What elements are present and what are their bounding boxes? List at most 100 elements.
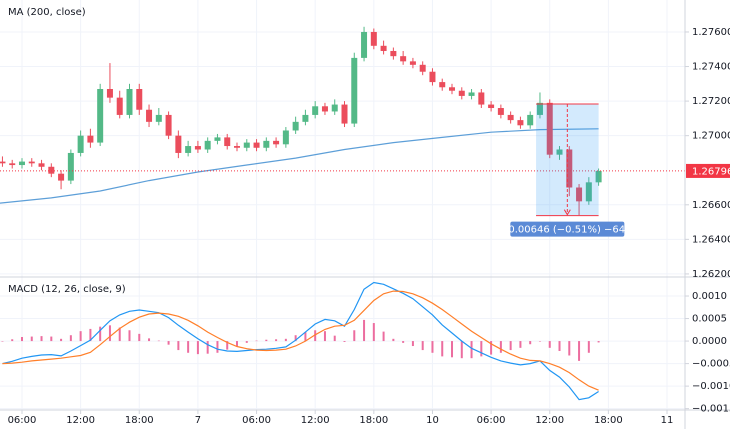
candle-body — [126, 89, 133, 115]
candle-body — [48, 166, 55, 174]
candle-body — [224, 137, 231, 147]
x-tick-label: 18:00 — [594, 415, 623, 426]
histogram-bar — [402, 341, 405, 343]
main-legend: MA (200, close) — [8, 7, 86, 18]
histogram-bar — [294, 335, 297, 342]
x-tick-label: 12:00 — [535, 415, 564, 426]
x-tick-label: 12:00 — [66, 415, 95, 426]
histogram-bar — [460, 341, 463, 359]
y-tick-label: 1.27200 — [692, 96, 730, 107]
histogram-bar — [1, 341, 4, 342]
candle-body — [18, 161, 25, 166]
x-tick-label: 12:00 — [301, 415, 330, 426]
x-tick-label: 06:00 — [242, 415, 271, 426]
candle-body — [282, 130, 289, 145]
x-tick-label: 18:00 — [125, 415, 154, 426]
y-tick-label: 1.26200 — [692, 269, 730, 280]
histogram-bar — [128, 330, 131, 342]
candle-body — [106, 89, 113, 98]
x-tick-label: 7 — [195, 415, 201, 426]
candle-body — [302, 114, 309, 122]
candle-body — [458, 90, 465, 96]
histogram-bar — [470, 341, 473, 359]
histogram-bar — [451, 341, 454, 358]
histogram-bar — [235, 341, 238, 347]
histogram-bar — [441, 341, 444, 357]
candle-body — [400, 56, 407, 62]
y-tick-label: 0.0000 — [692, 336, 727, 347]
histogram-bar — [275, 339, 278, 342]
histogram-bar — [60, 338, 63, 342]
histogram-bar — [480, 341, 483, 357]
candle-body — [536, 102, 543, 115]
y-tick-label: −0.0010 — [692, 381, 730, 392]
histogram-bar — [40, 336, 43, 342]
candle-body — [116, 97, 123, 115]
axis-labels: 1.27600 1.27400 1.27200 1.27000 1.26600 1.264… — [8, 27, 730, 426]
macd-line — [2, 290, 599, 391]
histogram-bar — [548, 341, 551, 348]
x-tick-label: 18:00 — [359, 415, 388, 426]
histogram-bar — [558, 341, 561, 351]
histogram-bar — [206, 341, 209, 354]
histogram-bar — [499, 341, 502, 353]
candle-body — [28, 161, 35, 164]
candle-body — [136, 89, 143, 110]
measure-label: −0.00646 (−0.51%) −64.6 — [500, 225, 635, 236]
candle-body — [214, 137, 221, 141]
histogram-bar — [167, 341, 170, 345]
candle-body — [253, 142, 260, 148]
candle-body — [556, 149, 563, 155]
histogram-bar — [509, 341, 512, 351]
candle-body — [87, 135, 94, 143]
y-tick-label: 1.27400 — [692, 62, 730, 73]
candle-body — [566, 149, 573, 188]
candle-body — [497, 108, 504, 115]
candle-body — [478, 92, 485, 105]
candle-body — [331, 104, 338, 112]
histogram-bar — [148, 338, 151, 342]
histogram-bar — [196, 341, 199, 355]
candle-body — [233, 146, 240, 148]
histogram-bar — [587, 341, 590, 353]
histogram-bar — [538, 341, 541, 342]
y-tick-label: 1.26400 — [692, 234, 730, 245]
histogram-bar — [353, 330, 356, 342]
candle-body — [341, 104, 348, 124]
last-price-box — [686, 163, 730, 178]
x-tick-label: 11 — [661, 415, 674, 426]
histogram-bar — [89, 328, 92, 342]
candle-body — [409, 61, 416, 65]
candle-body — [165, 114, 172, 136]
candle-body — [77, 135, 84, 153]
histogram-bar — [99, 326, 102, 342]
macd-line — [2, 281, 599, 401]
histogram-bar — [372, 323, 375, 342]
candle-body — [351, 57, 358, 124]
histogram-bar — [490, 341, 493, 355]
moving-average — [0, 128, 599, 204]
y-tick-label: −0.0005 — [692, 359, 730, 370]
candle-body — [449, 87, 456, 91]
candle-body — [194, 146, 201, 150]
plot: −0.00646 (−0.51%) −64.6 — [0, 26, 685, 401]
histogram-bar — [431, 341, 434, 353]
histogram-bar — [392, 338, 395, 342]
histogram-bar — [30, 336, 33, 342]
candle-body — [361, 31, 368, 58]
histogram-bar — [108, 325, 111, 342]
candle-body — [273, 140, 280, 145]
candle-body — [292, 121, 299, 131]
histogram-bar — [382, 331, 385, 342]
histogram-bar — [138, 333, 141, 342]
histogram-bar — [343, 341, 346, 342]
histogram-bar — [20, 337, 23, 342]
candle-body — [321, 106, 328, 112]
candle-body — [546, 102, 553, 155]
x-tick-label: 06:00 — [8, 415, 37, 426]
candle-body — [439, 82, 446, 88]
histogram-bar — [323, 331, 326, 342]
measure-label-box — [510, 221, 625, 237]
candle-body — [38, 163, 45, 167]
candle-body — [97, 89, 104, 143]
